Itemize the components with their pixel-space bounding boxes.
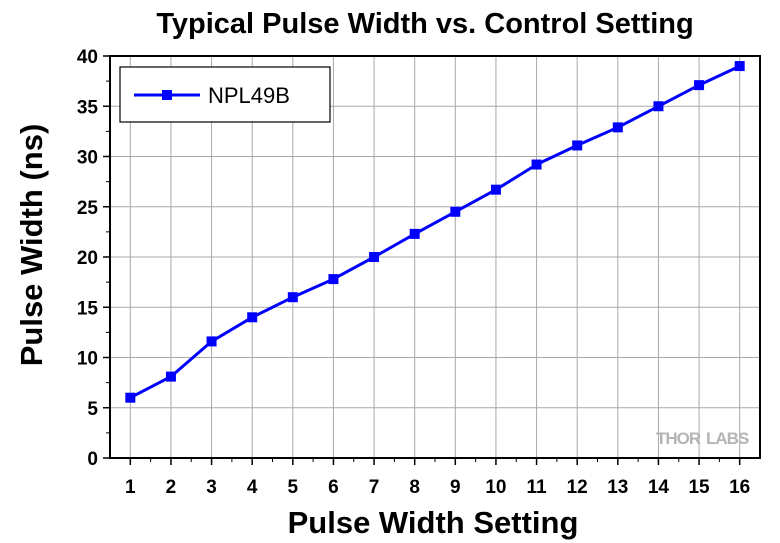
x-tick-label: 2	[166, 477, 177, 498]
y-tick-label: 30	[77, 148, 98, 169]
data-point	[328, 274, 339, 285]
data-point	[612, 122, 623, 133]
y-tick-label: 10	[77, 349, 98, 370]
x-tick-label: 4	[247, 477, 258, 498]
y-tick-label: 35	[77, 97, 99, 118]
data-point	[450, 206, 461, 217]
series-npl49b	[125, 61, 745, 403]
legend-label: NPL49B	[208, 83, 290, 108]
x-tick-label: 13	[607, 477, 628, 498]
x-tick-label: 7	[369, 477, 380, 498]
x-tick-label: 6	[328, 477, 339, 498]
legend: NPL49B	[119, 66, 331, 123]
data-point	[206, 336, 217, 347]
x-tick-label: 3	[206, 477, 217, 498]
x-tick-label: 15	[688, 477, 710, 498]
x-axis-title: Pulse Width Setting	[288, 505, 579, 540]
y-tick-label: 20	[77, 248, 98, 269]
data-point	[694, 80, 705, 91]
data-point	[247, 312, 258, 323]
data-point	[369, 252, 380, 262]
thorlabs-watermark: THOR LABS	[656, 429, 750, 448]
x-tick-label: 5	[288, 477, 299, 498]
data-point	[531, 159, 542, 170]
x-tick-labels: 1 2 3 4 5 6 7 8 9 10 11 12 13 14 15 16	[125, 477, 750, 498]
data-point	[409, 228, 420, 239]
series-line	[129, 64, 741, 400]
x-tick-label: 16	[729, 477, 750, 498]
y-tick-label: 0	[87, 449, 98, 470]
data-point	[734, 61, 745, 72]
legend-marker-swatch	[162, 90, 172, 100]
x-tick-label: 10	[485, 477, 506, 498]
y-tick-labels: 0 5 10 15 20 25 30 35 40	[77, 47, 99, 470]
y-tick-label: 15	[77, 298, 99, 319]
chart-title: Typical Pulse Width vs. Control Setting	[156, 8, 693, 40]
data-point	[165, 371, 176, 382]
y-tick-label: 25	[77, 198, 99, 219]
watermark-labs: LABS	[706, 429, 749, 448]
data-point	[653, 101, 664, 112]
x-tick-label: 9	[450, 477, 461, 498]
data-point	[490, 184, 501, 195]
x-tick-label: 12	[567, 477, 588, 498]
y-tick-label: 40	[77, 47, 98, 68]
x-tick-label: 8	[409, 477, 420, 498]
axis-ticks	[103, 55, 741, 465]
data-point	[125, 392, 136, 403]
data-point	[572, 140, 583, 151]
watermark-thor: THOR	[656, 429, 701, 448]
data-point	[287, 292, 298, 303]
y-axis-title: Pulse Width (ns)	[14, 124, 49, 367]
grid-lines	[110, 56, 760, 458]
x-tick-label: 1	[125, 477, 136, 498]
x-tick-label: 14	[648, 477, 670, 498]
y-tick-label: 5	[87, 399, 98, 420]
x-tick-label: 11	[527, 477, 548, 498]
